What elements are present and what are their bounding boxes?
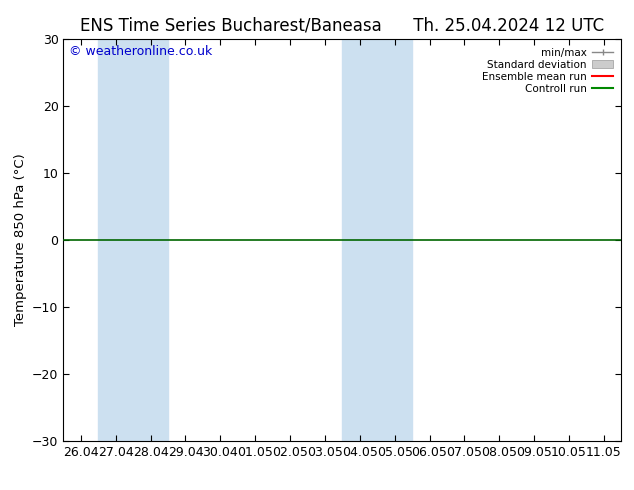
Title: ENS Time Series Bucharest/Baneasa      Th. 25.04.2024 12 UTC: ENS Time Series Bucharest/Baneasa Th. 25… <box>81 17 604 35</box>
Legend: min/max, Standard deviation, Ensemble mean run, Controll run: min/max, Standard deviation, Ensemble me… <box>479 45 616 97</box>
Bar <box>98 39 168 441</box>
Y-axis label: Temperature 850 hPa (°C): Temperature 850 hPa (°C) <box>13 154 27 326</box>
Bar <box>342 39 412 441</box>
Text: © weatheronline.co.uk: © weatheronline.co.uk <box>69 45 212 58</box>
